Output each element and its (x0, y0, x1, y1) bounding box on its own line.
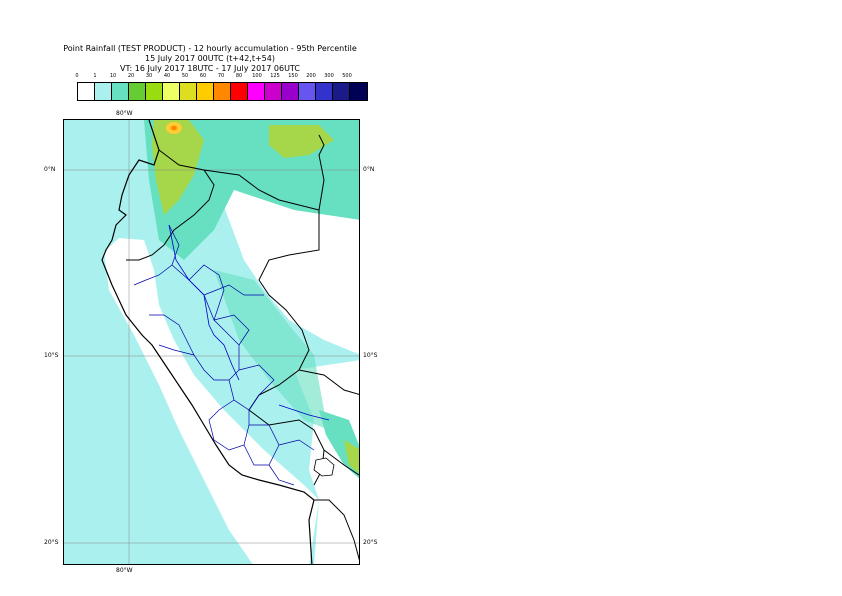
heavy-rain-northeast (269, 125, 334, 158)
legend-swatch (333, 83, 350, 100)
legend-tick-label: 500 (342, 73, 352, 79)
lat-right-0: 0°N (363, 166, 375, 173)
legend-tick-label: 20 (127, 73, 135, 79)
legend-swatch (350, 83, 367, 100)
legend-swatch (129, 83, 146, 100)
legend-swatch (197, 83, 214, 100)
legend-tick-label: 150 (288, 73, 298, 79)
legend-swatch (299, 83, 316, 100)
rain-band-andes (214, 270, 329, 430)
lat-right-10s: 10°S (363, 352, 378, 359)
legend-swatch (248, 83, 265, 100)
top-lon-label: 80°W (116, 110, 133, 117)
rivers (168, 224, 330, 421)
legend-tick-label: 60 (199, 73, 207, 79)
heavy-rain-southeast (344, 440, 359, 474)
lat-right-20s: 20°S (363, 539, 378, 546)
lat-left-0: 0°N (44, 166, 56, 173)
legend-swatch (180, 83, 197, 100)
legend-tick-label: 70 (217, 73, 225, 79)
legend-tick-label: 0 (75, 73, 79, 79)
dry-land-peru-coast (104, 238, 319, 564)
title-line-2: 15 July 2017 00UTC (t+42,t+54) (145, 54, 275, 63)
legend-tick-label: 300 (324, 73, 334, 79)
legend-swatch (78, 83, 95, 100)
lat-left-10s: 10°S (44, 352, 59, 359)
legend-color-bar (77, 82, 368, 101)
legend-swatch (265, 83, 282, 100)
rainfall-map (63, 119, 360, 565)
legend-swatch (316, 83, 333, 100)
legend-tick-label: 40 (163, 73, 171, 79)
lat-left-20s: 20°S (44, 539, 59, 546)
dry-land-amazon-basin (214, 180, 359, 355)
map-canvas (64, 120, 359, 564)
legend-tick-label: 10 (109, 73, 117, 79)
legend-swatch (231, 83, 248, 100)
international-borders (126, 134, 359, 561)
peak-rain-core (171, 125, 177, 131)
legend-tick-label: 100 (252, 73, 262, 79)
legend-swatch (95, 83, 112, 100)
bottom-lon-label: 80°W (116, 567, 133, 574)
legend-tick-label: 30 (145, 73, 153, 79)
legend-tick-label: 1 (93, 73, 97, 79)
legend-swatch (282, 83, 299, 100)
legend-tick-label: 125 (270, 73, 280, 79)
coastline (101, 120, 315, 564)
legend-tick-label: 80 (235, 73, 243, 79)
legend-swatch (112, 83, 129, 100)
legend-swatch (146, 83, 163, 100)
legend-swatch (163, 83, 180, 100)
heavy-rain-north (152, 120, 204, 215)
title-line-3: VT: 16 July 2017 18UTC - 17 July 2017 06… (120, 64, 300, 73)
title-line-1: Point Rainfall (TEST PRODUCT) - 12 hourl… (63, 44, 357, 53)
lake-titicaca (313, 457, 335, 477)
legend-tick-label: 200 (306, 73, 316, 79)
legend-tick-label: 50 (181, 73, 189, 79)
legend-swatch (214, 83, 231, 100)
